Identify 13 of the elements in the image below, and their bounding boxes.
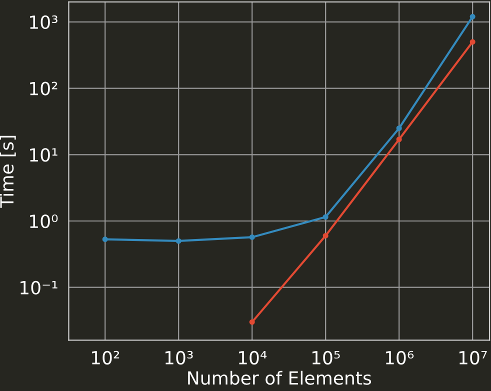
y-tick-label: 10³ [30, 15, 58, 30]
x-tick-label: 10² [92, 350, 120, 365]
x-tick-label: 10⁴ [238, 350, 267, 365]
y-tick-label: 10⁰ [30, 214, 58, 228]
x-tick-label: 10⁵ [312, 350, 340, 365]
y-tick-label: 10² [30, 82, 58, 96]
x-axis-title: Number of Elements [188, 370, 372, 385]
x-tick-label: 10⁷ [459, 350, 487, 365]
x-tick-label: 10⁶ [386, 350, 414, 365]
y-tick-label: 10¹ [30, 148, 58, 162]
y-axis-title: Time [s] [0, 136, 16, 208]
x-tick-label: 10³ [165, 350, 193, 365]
y-tick-label: 10⁻¹ [20, 280, 58, 294]
